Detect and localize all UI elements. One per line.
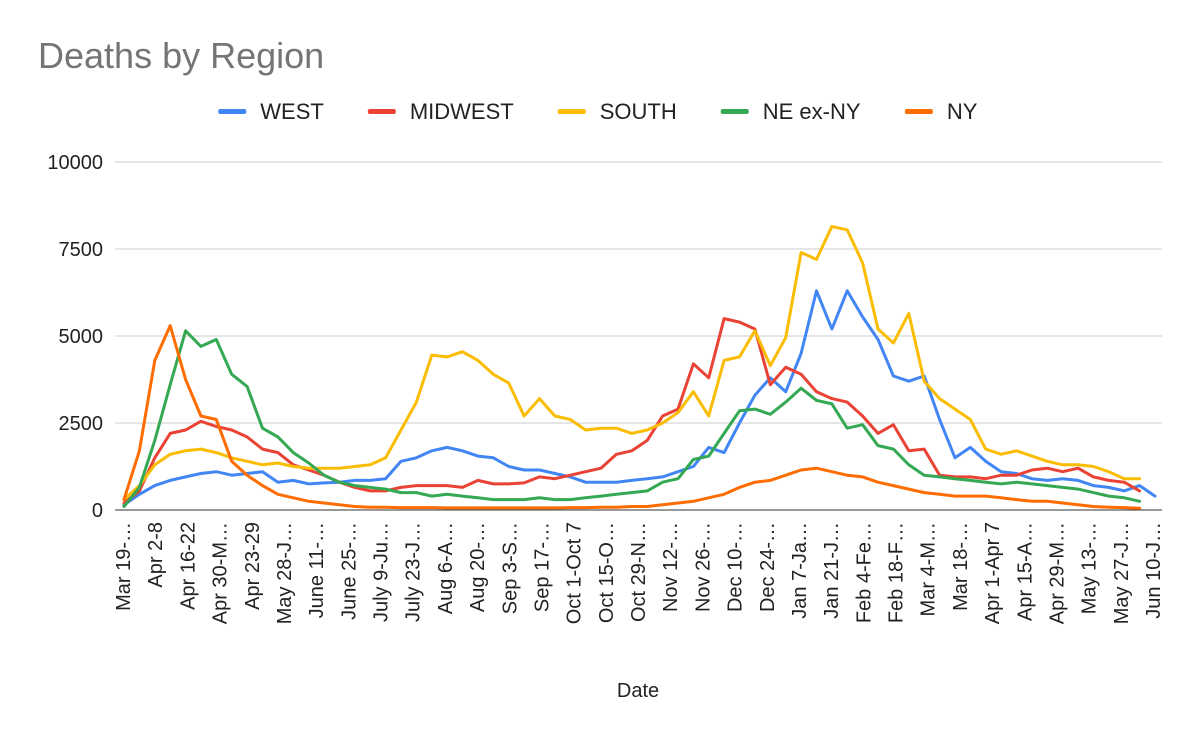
legend-item-ny: NY [904, 99, 978, 124]
x-tick-label: July 23-J… [403, 522, 425, 622]
series-line-ny [122, 324, 1142, 510]
x-tick-label: Oct 1-Oct 7 [564, 522, 586, 624]
legend-swatch [720, 109, 749, 114]
legend-item-west: WEST [218, 99, 324, 124]
legend-label: NE ex-NY [763, 99, 861, 124]
gridlines [115, 161, 1162, 511]
x-tick-label: Nov 26-… [692, 522, 714, 612]
series-line-west [122, 289, 1157, 507]
legend-swatch [557, 109, 586, 114]
x-tick-label: Apr 16-22 [177, 522, 199, 610]
x-axis-title: Date [617, 680, 659, 702]
y-tick-label: 2500 [59, 413, 104, 435]
x-tick-label: May 28-J… [274, 522, 296, 624]
series-line-south [122, 224, 1142, 502]
legend-item-ne-ex-ny: NE ex-NY [720, 99, 861, 124]
x-tick-label: June 11-… [306, 522, 328, 618]
x-tick-label: June 25-… [338, 522, 360, 620]
x-tick-label: Apr 23-29 [242, 522, 264, 610]
x-tick-label: Aug 6-A… [435, 522, 457, 614]
x-tick-label: Aug 20-… [467, 522, 489, 612]
x-tick-label: Jan 7-Ja… [789, 522, 811, 619]
chart-title: Deaths by Region [38, 35, 324, 76]
x-tick-label: Oct 15-O… [596, 522, 618, 623]
legend-label: WEST [260, 99, 324, 124]
legend-item-midwest: MIDWEST [367, 99, 514, 124]
x-tick-label: Apr 15-A… [1014, 522, 1036, 621]
x-tick-label: Jan 21-J… [821, 522, 843, 619]
legend-item-south: SOUTH [557, 99, 677, 124]
y-tick-label: 0 [92, 500, 103, 522]
series-lines [122, 224, 1157, 510]
x-tick-label: Mar 4-M… [918, 522, 940, 616]
x-tick-label: Feb 18-F… [886, 522, 908, 623]
x-tick-label: Oct 29-N… [628, 522, 650, 622]
x-tick-label: Jun 10-J… [1143, 522, 1165, 619]
legend-label: NY [947, 99, 978, 124]
x-tick-label: Mar 19-… [113, 522, 135, 611]
x-tick-label: May 13-… [1079, 522, 1101, 614]
y-tick-label: 5000 [59, 326, 104, 348]
series-line-ne-ex-ny [122, 329, 1142, 508]
x-tick-label: May 27-J… [1111, 522, 1133, 624]
x-tick-label: Dec 10-… [725, 522, 747, 612]
x-tick-label: Sep 17-… [531, 522, 553, 612]
x-tick-label: Apr 29-M… [1046, 522, 1068, 624]
legend: WEST MIDWEST SOUTH NE ex-NY NY [218, 99, 978, 124]
x-tick-label: Feb 4-Fe… [853, 522, 875, 623]
x-tick-label: Mar 18-… [950, 522, 972, 611]
y-tick-label: 7500 [59, 239, 104, 261]
x-axis-ticks: Mar 19-… Apr 2-8 Apr 16-22 Apr 30-M… Apr 23-… [113, 522, 1165, 624]
x-tick-label: Sep 3-S… [499, 522, 521, 614]
y-axis-ticks: 0 2500 5000 7500 10000 [47, 152, 103, 522]
legend-swatch [218, 109, 247, 114]
x-tick-label: Dec 24-… [757, 522, 779, 612]
legend-swatch [904, 109, 933, 114]
x-tick-label: Apr 30-M… [210, 522, 232, 624]
x-tick-label: Apr 1-Apr 7 [982, 522, 1004, 624]
x-tick-label: July 9-Ju… [371, 522, 393, 622]
legend-swatch [367, 109, 396, 114]
series-line-midwest [122, 317, 1142, 505]
legend-label: SOUTH [600, 99, 677, 124]
x-tick-label: Apr 2-8 [145, 522, 167, 588]
y-tick-label: 10000 [47, 152, 103, 174]
x-tick-label: Nov 12-… [660, 522, 682, 612]
legend-label: MIDWEST [410, 99, 514, 124]
